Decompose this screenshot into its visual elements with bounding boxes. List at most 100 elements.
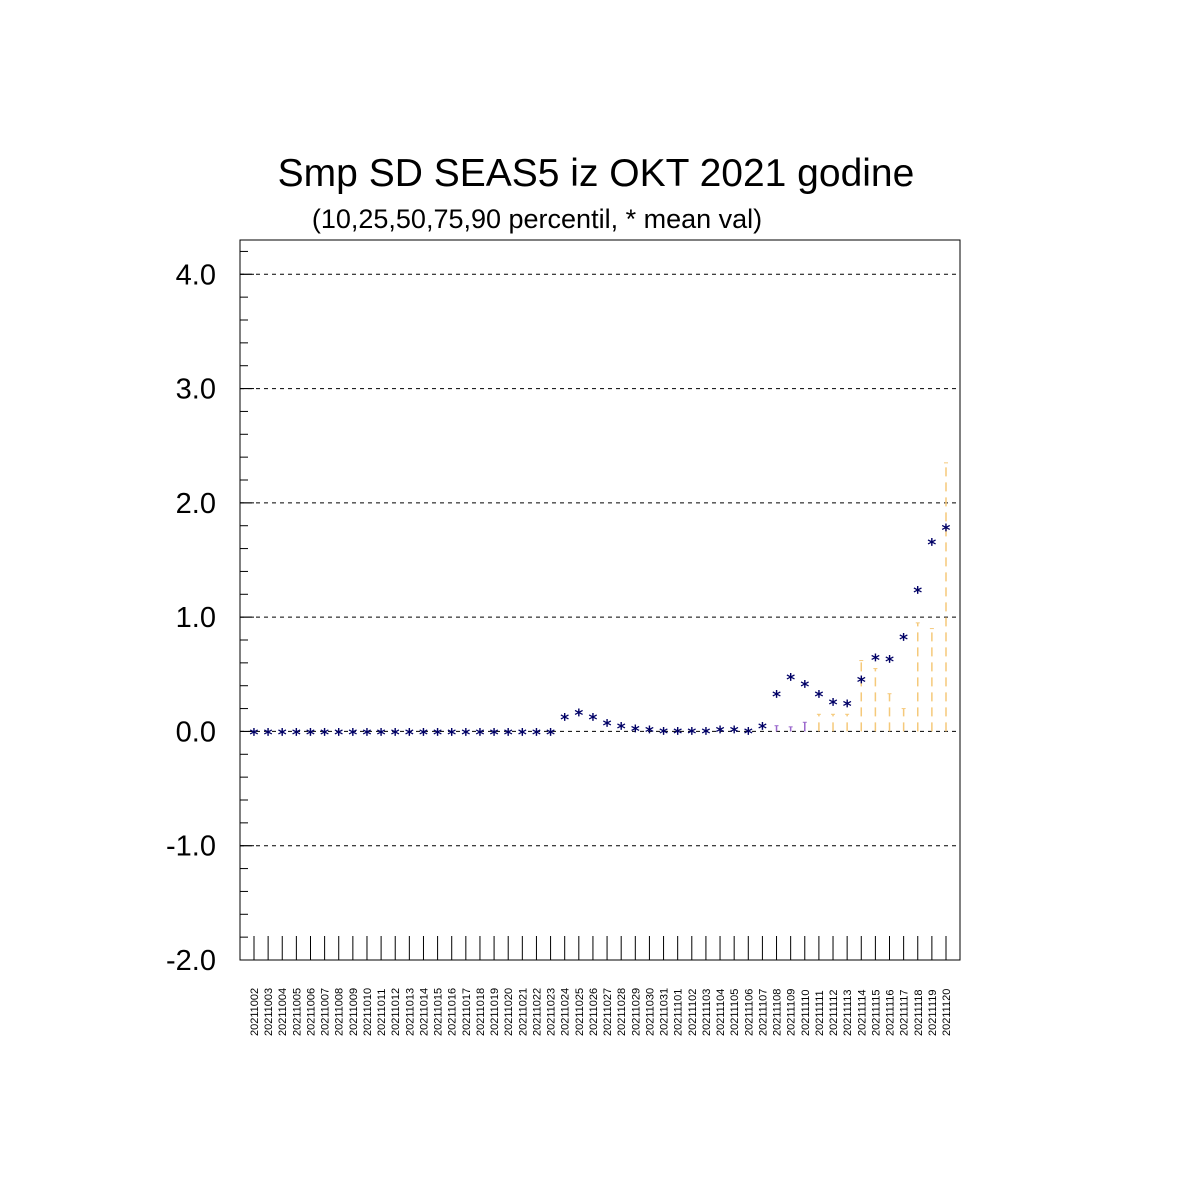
mean-marker: * [405,725,414,745]
mean-marker: * [250,725,259,745]
x-tick-label: 20211109 [786,989,798,1036]
y-tick-label: 3.0 [176,374,216,406]
x-tick-labels: 20211002 20211003 20211004 20211005 20211006… [249,988,953,1036]
x-tick-label: 20211108 [772,989,784,1036]
mean-marker: * [292,725,301,745]
mean-marker: * [871,651,880,671]
x-tick-label: 20211013 [404,988,416,1036]
x-tick-label: 20211006 [305,988,317,1036]
mean-marker: * [306,725,315,745]
mean-marker: * [603,716,612,736]
mean-marker: * [631,722,640,742]
mean-marker: * [490,725,499,745]
mean-marker: * [942,521,951,541]
x-tick-label: 20211007 [320,988,332,1036]
x-tick-label: 20211107 [757,989,769,1036]
mean-marker: * [730,723,739,743]
mean-marker: * [758,720,767,740]
mean-marker: * [617,720,626,740]
mean-marker: * [546,725,555,745]
y-tick-label: 2.0 [176,488,216,520]
mean-marker: * [461,725,470,745]
x-tick-label: 20211025 [574,988,586,1036]
x-tick-label: 20211119 [927,990,939,1037]
y-tick-label: -1.0 [166,831,216,863]
mean-marker: * [829,696,838,716]
x-tick-label: 20211110 [800,990,812,1037]
mean-marker: * [843,697,852,717]
mean-marker: * [673,724,682,744]
mean-marker: * [645,723,654,743]
x-tick-label: 20211114 [856,990,868,1037]
x-ticks [253,936,947,960]
mean-marker: * [927,536,936,556]
x-tick-label: 20211021 [517,988,529,1036]
mean-marker: * [532,725,541,745]
mean-marker: * [447,725,456,745]
x-tick-label: 20211010 [362,988,374,1036]
x-tick-label: 20211012 [390,988,402,1036]
x-tick-label: 20211003 [263,988,275,1036]
mean-marker: * [334,725,343,745]
x-tick-label: 20211015 [433,988,445,1036]
mean-marker: * [504,725,513,745]
x-tick-label: 20211112 [828,990,840,1037]
chart-subtitle: (10,25,50,75,90 percentil, * mean val) [312,204,762,234]
y-tick-label: 0.0 [176,716,216,748]
grid-lines [240,273,960,961]
x-tick-label: 20211104 [715,989,727,1036]
x-tick-label: 20211005 [291,988,303,1036]
x-tick-label: 20211031 [659,988,671,1036]
x-tick-label: 20211029 [630,988,642,1036]
mean-marker: * [278,725,287,745]
mean-marker: * [744,724,753,744]
mean-marker: * [391,725,400,745]
x-tick-label: 20211022 [531,988,543,1036]
x-tick-label: 20211009 [348,988,360,1036]
x-tick-label: 20211113 [842,990,854,1037]
mean-marker: * [687,724,696,744]
mean-marker: * [377,725,386,745]
mean-markers: * * * * * * * * * * * * * * * * * * * * * ** * * * * * * * * * * * * * *** *… [250,521,951,746]
x-tick-label: 20211117 [899,990,911,1037]
mean-marker: * [320,725,329,745]
mean-marker: * [363,725,372,745]
mean-marker: * [433,725,442,745]
mean-marker: * [348,725,357,745]
x-tick-label: 20211019 [489,988,501,1036]
x-tick-label: 20211018 [475,988,487,1036]
x-tick-label: 20211026 [588,988,600,1036]
mean-marker: * [574,706,583,726]
mean-marker: * [560,711,569,731]
y-tick-label: 1.0 [176,602,216,634]
x-tick-label: 20211017 [461,988,473,1036]
x-tick-label: 20211030 [644,988,656,1036]
mean-marker: * [701,724,710,744]
y-tick-labels: 4.0 3.0 2.0 1.0 0.0 -1.0 -2.0 [166,259,216,977]
x-tick-label: 20211020 [503,988,515,1036]
mean-marker: * [588,711,597,731]
x-tick-label: 20211105 [729,989,741,1036]
chart-title: Smp SD SEAS5 iz OKT 2021 godine [278,152,915,195]
percentile-whiskers [774,462,948,732]
mean-marker: * [913,584,922,604]
mean-marker: * [857,673,866,693]
plot-frame [239,239,961,961]
mean-marker: * [419,725,428,745]
x-tick-label: 20211115 [870,990,882,1037]
x-tick-label: 20211002 [249,988,261,1036]
x-tick-label: 20211024 [560,988,572,1036]
y-tick-label: -2.0 [166,945,216,977]
x-tick-label: 20211106 [743,989,755,1036]
mean-marker: * [899,631,908,651]
x-tick-label: 20211004 [277,988,289,1036]
y-minor-ticks [240,250,248,961]
x-tick-label: 20211027 [602,988,614,1036]
x-tick-label: 20211111 [814,990,826,1036]
x-tick-label: 20211103 [701,989,713,1036]
x-tick-label: 20211014 [418,988,430,1036]
x-tick-label: 20211116 [885,990,897,1037]
mean-marker: * [659,724,668,744]
x-tick-label: 20211101 [673,989,685,1036]
